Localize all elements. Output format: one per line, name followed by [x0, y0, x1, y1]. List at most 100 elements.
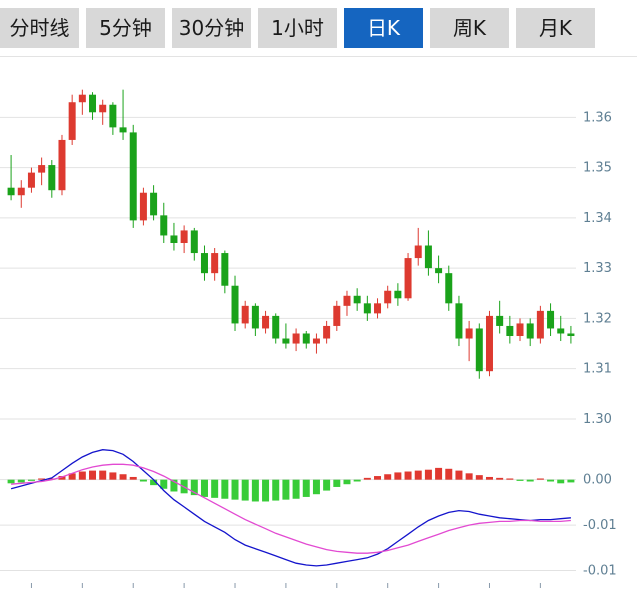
price-tick-label: 1.35: [583, 161, 612, 176]
macd-histogram-bar: [17, 479, 25, 483]
tab-1小时[interactable]: 1小时: [258, 8, 337, 48]
macd-histogram-bar: [465, 473, 473, 480]
candle-body: [292, 333, 300, 344]
candle-body: [363, 303, 371, 314]
macd-histogram-bar: [374, 476, 382, 480]
candle-body: [211, 253, 219, 274]
tab-周K[interactable]: 周K: [430, 8, 509, 48]
candle-body: [475, 328, 483, 372]
candle-body: [302, 333, 310, 344]
macd-histogram-bar: [323, 479, 331, 491]
candle-body: [58, 139, 66, 191]
macd-histogram-bar: [109, 472, 117, 480]
macd-histogram-bar: [333, 479, 341, 487]
candle-body: [536, 310, 544, 339]
candle-body: [445, 273, 453, 304]
price-tick-label: 1.32: [583, 311, 612, 326]
candle-body: [68, 102, 76, 140]
macd-histogram-bar: [536, 478, 544, 480]
candle-body: [424, 245, 432, 269]
macd-histogram-bar: [241, 479, 249, 501]
macd-histogram-bar: [292, 479, 300, 499]
macd-histogram-bar: [89, 470, 97, 480]
candle-body: [200, 253, 208, 274]
macd-histogram-bar: [557, 479, 565, 484]
macd-histogram-bar: [567, 479, 575, 483]
candlestick-macd-chart: 1.36 1.35 1.34 1.33 1.32 1.31 1.30 0.00 -0.01 -0.…: [0, 89, 617, 588]
candle-body: [48, 165, 56, 191]
candle-body: [516, 323, 524, 337]
candle-body: [251, 305, 259, 329]
macd-histogram-bar: [211, 479, 219, 498]
macd-histogram-bar: [445, 468, 453, 480]
macd-histogram-bar: [404, 471, 412, 480]
macd-tick-label: -0.01: [583, 563, 617, 578]
candle-body: [150, 192, 158, 216]
macd-histogram-bar: [190, 479, 198, 496]
candle-body: [109, 104, 117, 128]
candle-body: [333, 305, 341, 326]
candle-body: [394, 290, 402, 299]
macd-histogram-bar: [394, 472, 402, 480]
candle-body: [282, 338, 290, 344]
macd-histogram-bar: [200, 479, 208, 497]
candle-body: [89, 94, 97, 113]
candle-body: [353, 295, 361, 304]
candle-body: [404, 258, 412, 299]
candle-body: [160, 215, 168, 236]
candle-body: [38, 165, 46, 173]
candle-body: [485, 315, 493, 372]
macd-histogram-bar: [58, 476, 66, 480]
tab-日K[interactable]: 日K: [344, 8, 423, 48]
price-tick-label: 1.30: [583, 412, 612, 427]
candle-body: [374, 303, 382, 314]
macd-histogram-bar: [78, 471, 86, 480]
tab-月K[interactable]: 月K: [516, 8, 595, 48]
candle-body: [241, 305, 249, 324]
macd-histogram-bar: [455, 470, 463, 480]
macd-histogram-bar: [506, 478, 514, 480]
macd-histogram-bar: [170, 479, 178, 492]
candle-body: [99, 104, 107, 113]
candle-body: [506, 325, 514, 337]
macd-histogram-bar: [475, 475, 483, 480]
tab-30分钟[interactable]: 30分钟: [172, 8, 251, 48]
macd-histogram-bar: [384, 474, 392, 480]
candle-body: [221, 253, 229, 286]
macd-tick-label: -0.01: [583, 518, 617, 533]
candle-body: [496, 315, 504, 326]
tab-5分钟[interactable]: 5分钟: [86, 8, 165, 48]
candle-body: [312, 338, 320, 344]
macd-histogram-bar: [251, 479, 259, 502]
candle-body: [343, 295, 351, 306]
macd-histogram-bar: [129, 476, 137, 480]
candle-body: [139, 192, 147, 221]
macd-histogram-bar: [424, 469, 432, 480]
macd-histogram-bar: [99, 470, 107, 480]
candle-body: [27, 172, 35, 188]
price-tick-label: 1.33: [583, 261, 612, 276]
macd-histogram-bar: [353, 479, 361, 482]
price-tick-label: 1.34: [583, 211, 612, 226]
candle-body: [231, 285, 239, 324]
macd-histogram-bar: [68, 473, 76, 480]
candle-body: [414, 245, 422, 259]
candle-body: [7, 187, 15, 196]
price-tick-label: 1.36: [583, 110, 612, 125]
tab-分时线[interactable]: 分时线: [0, 8, 79, 48]
macd-histogram-bar: [160, 479, 168, 489]
macd-histogram-bar: [363, 477, 371, 480]
macd-histogram-bar: [312, 479, 320, 495]
macd-histogram-bar: [485, 476, 493, 480]
macd-histogram-bar: [343, 479, 351, 485]
macd-histogram-bar: [496, 477, 504, 480]
candle-body: [547, 310, 555, 329]
macd-histogram-bar: [435, 467, 443, 480]
macd-histogram-bar: [526, 479, 534, 482]
macd-histogram-bar: [150, 479, 158, 486]
macd-histogram-bar: [414, 470, 422, 480]
candle-body: [78, 94, 86, 103]
macd-tick-label: 0.00: [583, 473, 612, 488]
candle-body: [119, 127, 127, 133]
